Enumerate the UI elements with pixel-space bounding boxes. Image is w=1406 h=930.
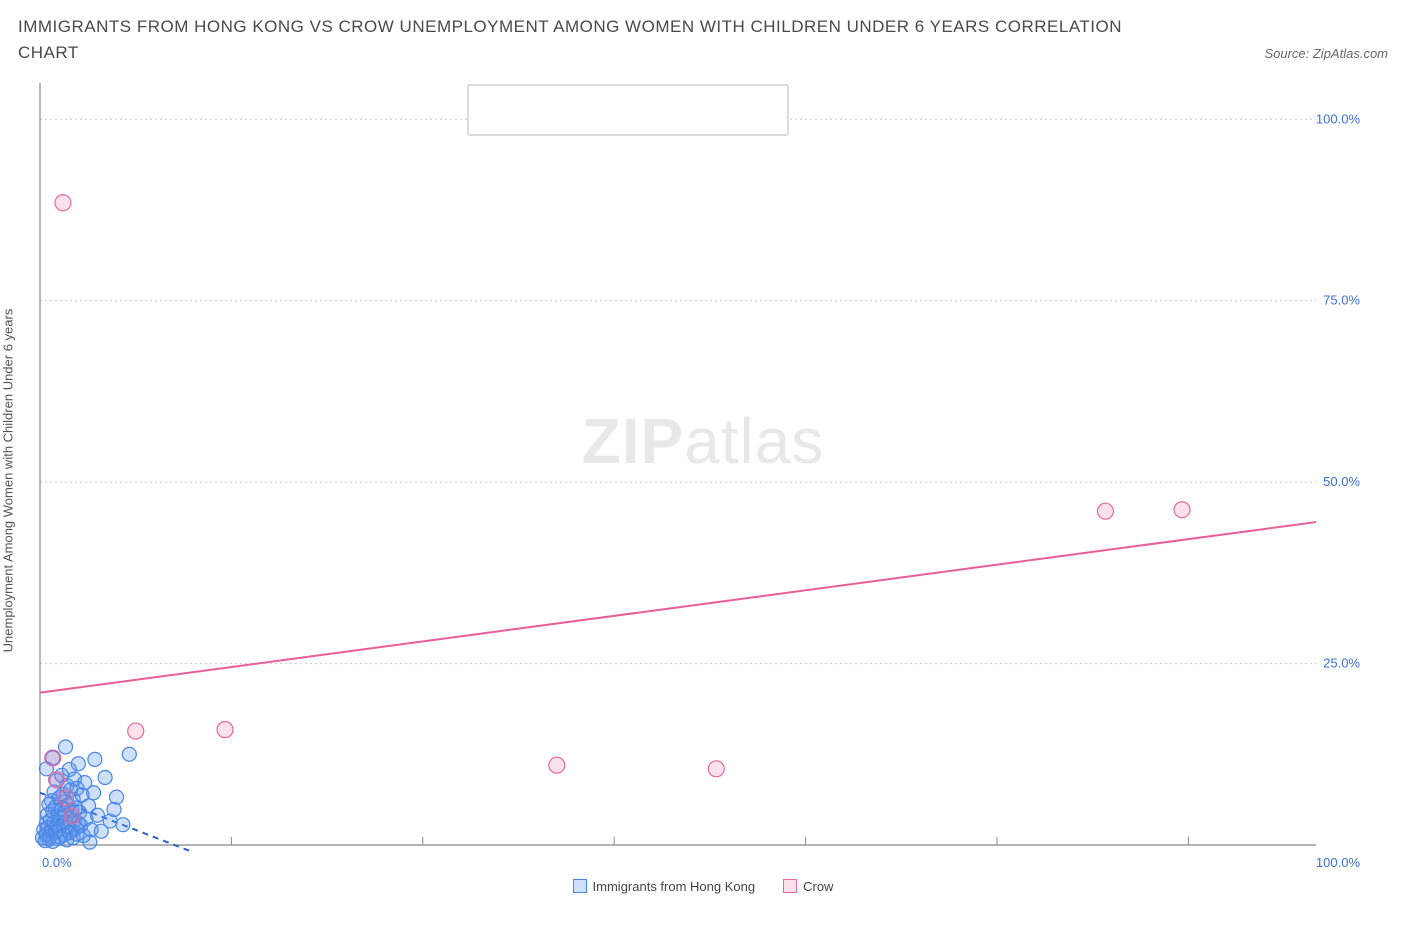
- data-point-hk: [88, 752, 102, 766]
- y-tick-label: 100.0%: [1316, 111, 1361, 126]
- data-point-hk: [59, 740, 73, 754]
- y-axis-label: Unemployment Among Women with Children U…: [1, 309, 16, 653]
- legend-swatch-hk: [573, 879, 587, 893]
- data-point-crow: [55, 195, 71, 211]
- data-point-crow: [708, 761, 724, 777]
- data-point-crow: [1097, 503, 1113, 519]
- data-point-hk: [71, 757, 85, 771]
- data-point-hk: [98, 771, 112, 785]
- data-point-hk: [110, 790, 124, 804]
- data-point-hk: [90, 808, 104, 822]
- regression-line-crow: [40, 522, 1316, 693]
- y-tick-label: 75.0%: [1323, 293, 1360, 308]
- data-point-hk: [83, 835, 97, 849]
- data-point-crow: [64, 808, 80, 824]
- data-point-crow: [45, 750, 61, 766]
- legend-item-hk[interactable]: Immigrants from Hong Kong: [573, 879, 756, 894]
- legend-label-crow: Crow: [803, 879, 833, 894]
- x-tick-label: 100.0%: [1316, 855, 1361, 870]
- data-point-crow: [1174, 502, 1190, 518]
- data-point-hk: [116, 818, 130, 832]
- chart-title: IMMIGRANTS FROM HONG KONG VS CROW UNEMPL…: [18, 14, 1138, 65]
- data-point-hk: [87, 786, 101, 800]
- chart-container: Unemployment Among Women with Children U…: [18, 73, 1388, 873]
- source-label: Source: ZipAtlas.com: [1264, 46, 1388, 61]
- scatter-chart: 25.0%50.0%75.0%100.0%0.0%100.0%R =-0.411…: [18, 73, 1364, 873]
- data-point-crow: [549, 757, 565, 773]
- y-tick-label: 50.0%: [1323, 474, 1360, 489]
- data-point-crow: [58, 790, 74, 806]
- data-point-hk: [122, 747, 136, 761]
- legend-swatch-crow: [783, 879, 797, 893]
- data-point-hk: [107, 802, 121, 816]
- data-point-crow: [128, 723, 144, 739]
- header-row: IMMIGRANTS FROM HONG KONG VS CROW UNEMPL…: [18, 14, 1388, 65]
- y-tick-label: 25.0%: [1323, 656, 1360, 671]
- legend-item-crow[interactable]: Crow: [783, 879, 833, 894]
- data-point-crow: [49, 772, 65, 788]
- data-point-crow: [217, 722, 233, 738]
- x-tick-label: 0.0%: [42, 855, 72, 870]
- series-legend: Immigrants from Hong Kong Crow: [18, 879, 1388, 894]
- legend-label-hk: Immigrants from Hong Kong: [593, 879, 756, 894]
